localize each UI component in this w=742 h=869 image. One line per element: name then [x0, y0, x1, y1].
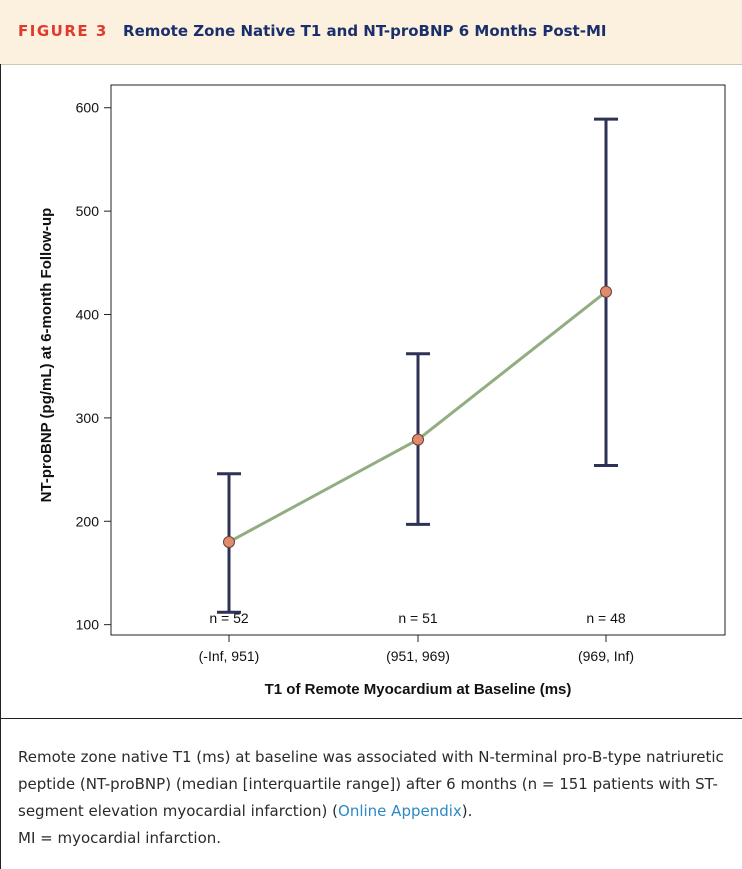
chart: 100 200 300 400 500 600 (-Inf, 951) (951, 969)…: [38, 84, 726, 698]
figure-title: Remote Zone Native T1 and NT-proBNP 6 Mo…: [123, 22, 607, 40]
x-tick-label: (951, 969): [386, 648, 450, 664]
y-tick-label: 500: [76, 203, 100, 219]
caption-abbreviation: MI = myocardial infarction.: [18, 829, 222, 847]
caption-text: Remote zone native T1 (ms) at baseline w…: [18, 748, 724, 820]
figure-header: FIGURE 3 Remote Zone Native T1 and NT-pr…: [0, 0, 742, 64]
y-tick-label: 400: [76, 307, 100, 323]
series: n = 52 n = 51 n = 48: [209, 117, 626, 626]
online-appendix-link[interactable]: Online Appendix: [338, 802, 462, 820]
y-axis: 100 200 300 400 500 600: [76, 100, 111, 633]
x-axis: (-Inf, 951) (951, 969) (969, Inf): [199, 635, 634, 664]
figure-caption: Remote zone native T1 (ms) at baseline w…: [18, 744, 733, 852]
left-border: [0, 64, 1, 869]
y-tick-label: 100: [76, 617, 100, 633]
sample-size-label: n = 51: [398, 610, 438, 626]
sample-size-label: n = 52: [209, 610, 249, 626]
caption-text-end: ).: [461, 802, 473, 820]
x-axis-label: T1 of Remote Myocardium at Baseline (ms): [265, 681, 572, 698]
y-axis-label: NT-proBNP (pg/mL) at 6-month Follow-up: [38, 208, 55, 503]
sample-size-label: n = 48: [586, 610, 626, 626]
figure-label: FIGURE 3: [18, 22, 108, 40]
data-point: [412, 433, 424, 446]
data-point: [600, 285, 612, 298]
data-point: [223, 535, 235, 548]
caption-paragraph: Remote zone native T1 (ms) at baseline w…: [18, 744, 733, 825]
y-tick-label: 300: [76, 410, 100, 426]
x-tick-label: (-Inf, 951): [199, 648, 260, 664]
y-tick-label: 600: [76, 100, 100, 116]
header-divider: [0, 64, 742, 65]
y-tick-label: 200: [76, 513, 100, 529]
x-tick-label: (969, Inf): [578, 648, 634, 664]
caption-divider: [0, 718, 742, 719]
